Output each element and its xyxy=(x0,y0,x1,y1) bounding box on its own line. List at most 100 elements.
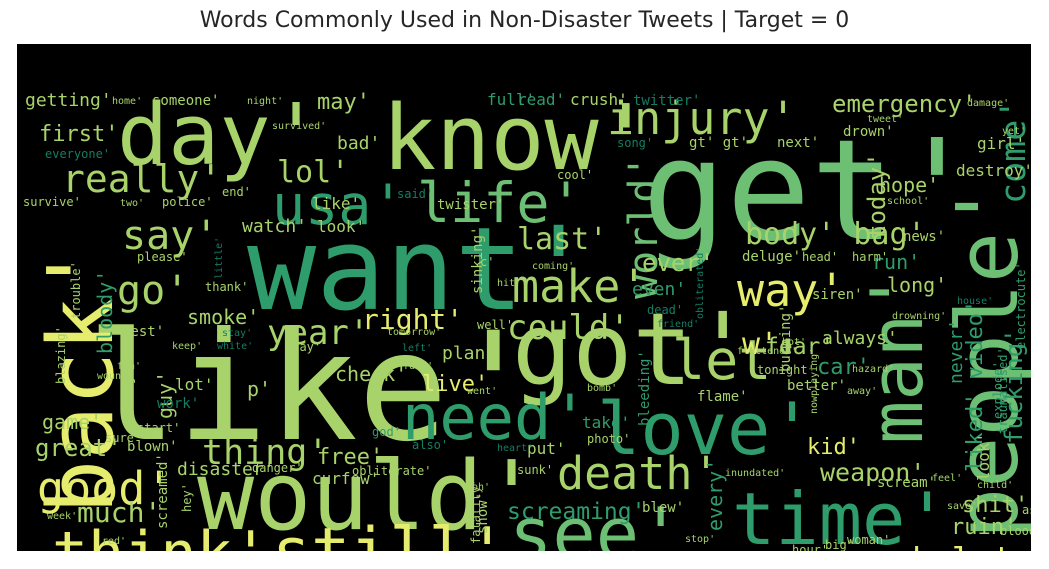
word-like-label: like' xyxy=(312,194,360,213)
word-fear-label: fear' xyxy=(765,334,834,360)
word-twitter-label: twitter' xyxy=(633,93,700,109)
word-shit-label: shit' xyxy=(962,493,1028,518)
wordcloud-svg: like' get' want' would' got' people' back' know… xyxy=(23,86,1031,551)
word-watch-label: watch' xyxy=(242,216,307,237)
word-well-label: well' xyxy=(477,318,513,332)
word-blazing-label: blazing' xyxy=(54,326,68,384)
word-guy-label: guy' xyxy=(153,371,177,419)
word-everyone-label: everyone' xyxy=(45,147,110,161)
word-take-label: take' xyxy=(582,413,630,432)
word-like-label: like' xyxy=(87,301,539,475)
chart-title: Words Commonly Used in Non-Disaster Twee… xyxy=(199,8,850,33)
word-start-label: start' xyxy=(137,421,180,435)
word-god-label: god' xyxy=(372,425,401,439)
word-tonight-label: tonight' xyxy=(757,363,815,377)
word-could-label: could' xyxy=(507,308,630,348)
word-damage-label: damage' xyxy=(967,98,1009,109)
word-scream-label: scream' xyxy=(877,475,936,491)
word-hope-label: hope' xyxy=(879,173,939,197)
word-always-label: always' xyxy=(822,328,898,349)
word-destroy-label: destroy' xyxy=(956,161,1031,180)
word-go-label: go' xyxy=(117,268,189,314)
word-sure-label: sure' xyxy=(105,431,141,445)
word-long-label: long' xyxy=(887,273,947,297)
word-look-label: look' xyxy=(974,433,993,481)
word-think-label: think' xyxy=(52,519,269,551)
word-man-label: man' xyxy=(855,271,939,444)
word-blew-label: blew' xyxy=(642,500,684,516)
word-make-label: make' xyxy=(512,260,647,313)
word-fire-label: fire' xyxy=(792,549,906,551)
word-hit-label: hit' xyxy=(497,278,521,289)
word-police-label: police' xyxy=(162,195,213,209)
word-screamed-label: screamed' xyxy=(155,453,171,529)
word-dead-label: dead' xyxy=(647,303,683,317)
word-bleeding-label: bleeding' xyxy=(637,350,653,426)
word-want-label: want' xyxy=(247,203,593,337)
word-blown-label: blown' xyxy=(127,439,178,455)
word-head-label: head' xyxy=(802,250,838,264)
word-said-label: said' xyxy=(397,187,433,201)
word-fucking-label: fucking' xyxy=(1000,328,1028,444)
word-good-label: good' xyxy=(37,462,172,515)
word-white-label: white' xyxy=(217,341,253,352)
word-w-label: w' xyxy=(742,327,778,362)
word-tweet-label: tweet' xyxy=(867,114,903,125)
word-heart-label: heart' xyxy=(497,443,533,454)
word-electrocute-label: electrocute' xyxy=(1014,262,1028,349)
word-let-label: let' xyxy=(672,328,804,392)
word-sinking-label: sinking' xyxy=(470,227,486,294)
word-red-label: red' xyxy=(102,536,126,547)
word-see-label: see' xyxy=(509,492,682,551)
word-life-label: life' xyxy=(417,171,583,235)
word-weapon-label: weapon' xyxy=(820,458,925,487)
word-siren-label: siren' xyxy=(812,287,863,303)
word-drown-label: drown' xyxy=(843,124,894,140)
word-show-label: show' xyxy=(475,492,491,534)
word-tomorrow-label: tomorrow' xyxy=(387,327,441,338)
word-ever-label: ever' xyxy=(642,249,714,277)
word-game-label: game' xyxy=(42,410,102,434)
word-fatality-label: fatality' xyxy=(469,479,483,544)
word-plan-label: plan' xyxy=(442,343,496,364)
word-full-label: full' xyxy=(403,361,433,372)
word-little-label: little' xyxy=(214,237,225,279)
word-burning-label: burning' xyxy=(778,305,794,372)
word-work-label: work' xyxy=(157,396,199,412)
word-traumatised-label: traumatised' xyxy=(996,347,1010,434)
word-live-label: live' xyxy=(422,372,488,397)
word-disaster-label: disaster' xyxy=(177,459,275,480)
word-best-label: best' xyxy=(122,324,164,340)
word-deluge-label: deluge' xyxy=(742,249,801,265)
word-free-label: free' xyxy=(317,445,383,470)
word-injury-label: injury' xyxy=(607,92,797,145)
word-look-label: look' xyxy=(317,217,365,236)
word-school-label: school' xyxy=(887,196,929,207)
word-ruin-label: ruin' xyxy=(951,515,1017,540)
word-last-label: last' xyxy=(517,222,607,257)
word-screaming-label: screaming' xyxy=(507,499,645,525)
word-job-label: job' xyxy=(120,350,136,384)
word-hot-label: hot' xyxy=(782,337,806,348)
word-full-label: full' xyxy=(487,90,535,109)
word-blood-label: blood' xyxy=(1000,524,1031,538)
word-kid-label: kid' xyxy=(807,435,860,460)
word-obliterate-label: obliterate' xyxy=(352,464,431,478)
word-fun-label: fun' xyxy=(117,361,141,372)
word-every-label: every' xyxy=(703,459,727,531)
word-went-label: went' xyxy=(467,386,497,397)
word-next-label: next' xyxy=(777,135,819,151)
word-oh-label: oh' xyxy=(472,482,490,493)
word-read-label: read' xyxy=(517,90,565,109)
word-emergency-label: emergency' xyxy=(832,90,977,118)
word-song-label: song' xyxy=(617,136,653,150)
word-wound-label: wound' xyxy=(97,371,133,382)
word-cool-label: cool' xyxy=(557,168,593,182)
word-say-label: say' xyxy=(122,213,218,259)
word-someone-label: someone' xyxy=(152,93,219,109)
word-save-label: save' xyxy=(947,501,977,512)
word-world-label: world' xyxy=(621,155,667,300)
word-really-label: really' xyxy=(62,157,222,201)
word-year-label: year' xyxy=(267,313,369,353)
word-house-label: house' xyxy=(957,296,993,307)
